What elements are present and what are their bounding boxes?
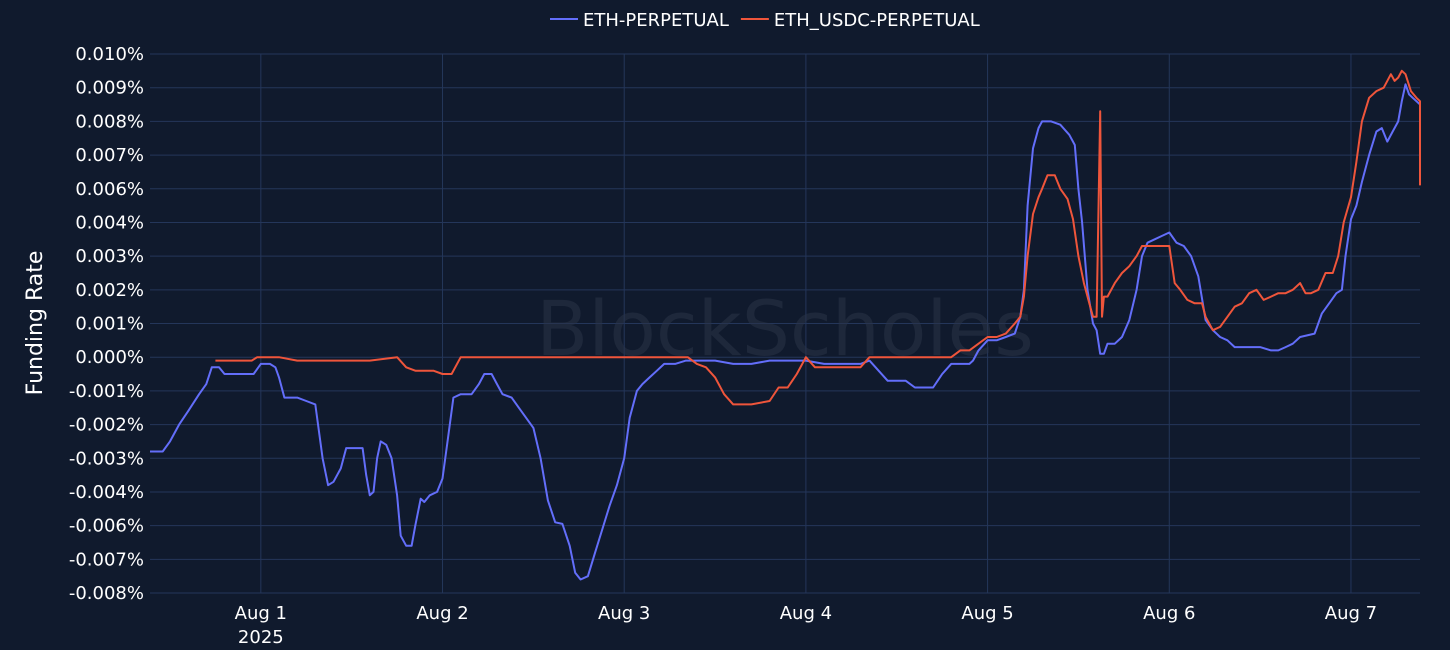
y-tick-label: -0.002%: [69, 415, 144, 436]
y-tick-label: 0.009%: [75, 78, 144, 99]
y-tick-label: -0.007%: [69, 549, 144, 570]
x-year-label: 2025: [238, 627, 284, 648]
x-tick-label: Aug 6: [1143, 603, 1195, 624]
x-tick-label: Aug 7: [1325, 603, 1377, 624]
y-tick-label: 0.002%: [75, 280, 144, 301]
y-tick-label: 0.010%: [75, 44, 144, 65]
y-tick-label: 0.004%: [75, 212, 144, 233]
x-axis-tick-labels: Aug 1 2025 Aug 2 Aug 3 Aug 4 Aug 5 Aug 6 Aug 7: [235, 603, 1377, 648]
grid-lines: [150, 53, 1420, 594]
x-tick-label: Aug 1: [235, 603, 287, 624]
series-lines: [150, 69, 1421, 581]
y-tick-label: -0.004%: [69, 482, 144, 503]
y-tick-label: 0.001%: [75, 314, 144, 335]
y-tick-label: -0.001%: [69, 381, 144, 402]
y-tick-label: -0.008%: [69, 583, 144, 604]
y-tick-label: 0.000%: [75, 347, 144, 368]
legend-item[interactable]: ETH-PERPETUAL: [550, 10, 729, 31]
legend-item[interactable]: ETH_USDC-PERPETUAL: [740, 10, 980, 31]
y-axis-tick-labels: -0.008% -0.007% -0.006% -0.004% -0.003% -0.00…: [69, 44, 144, 604]
x-tick-label: Aug 3: [598, 603, 650, 624]
series-line-eth-usdc-perpetual[interactable]: [215, 69, 1421, 406]
y-tick-label: 0.003%: [75, 246, 144, 267]
series-line-eth-perpetual[interactable]: [150, 83, 1421, 581]
y-tick-label: -0.006%: [69, 516, 144, 537]
legend[interactable]: ETH-PERPETUAL ETH_USDC-PERPETUAL: [550, 10, 980, 31]
legend-label: ETH_USDC-PERPETUAL: [774, 10, 980, 31]
y-tick-label: 0.006%: [75, 179, 144, 200]
x-tick-label: Aug 5: [961, 603, 1013, 624]
y-tick-label: 0.007%: [75, 145, 144, 166]
x-tick-label: Aug 4: [780, 603, 832, 624]
x-tick-label: Aug 2: [416, 603, 468, 624]
y-tick-label: 0.008%: [75, 111, 144, 132]
legend-label: ETH-PERPETUAL: [583, 10, 729, 31]
y-tick-label: -0.003%: [69, 448, 144, 469]
y-axis-label: Funding Rate: [23, 251, 48, 396]
